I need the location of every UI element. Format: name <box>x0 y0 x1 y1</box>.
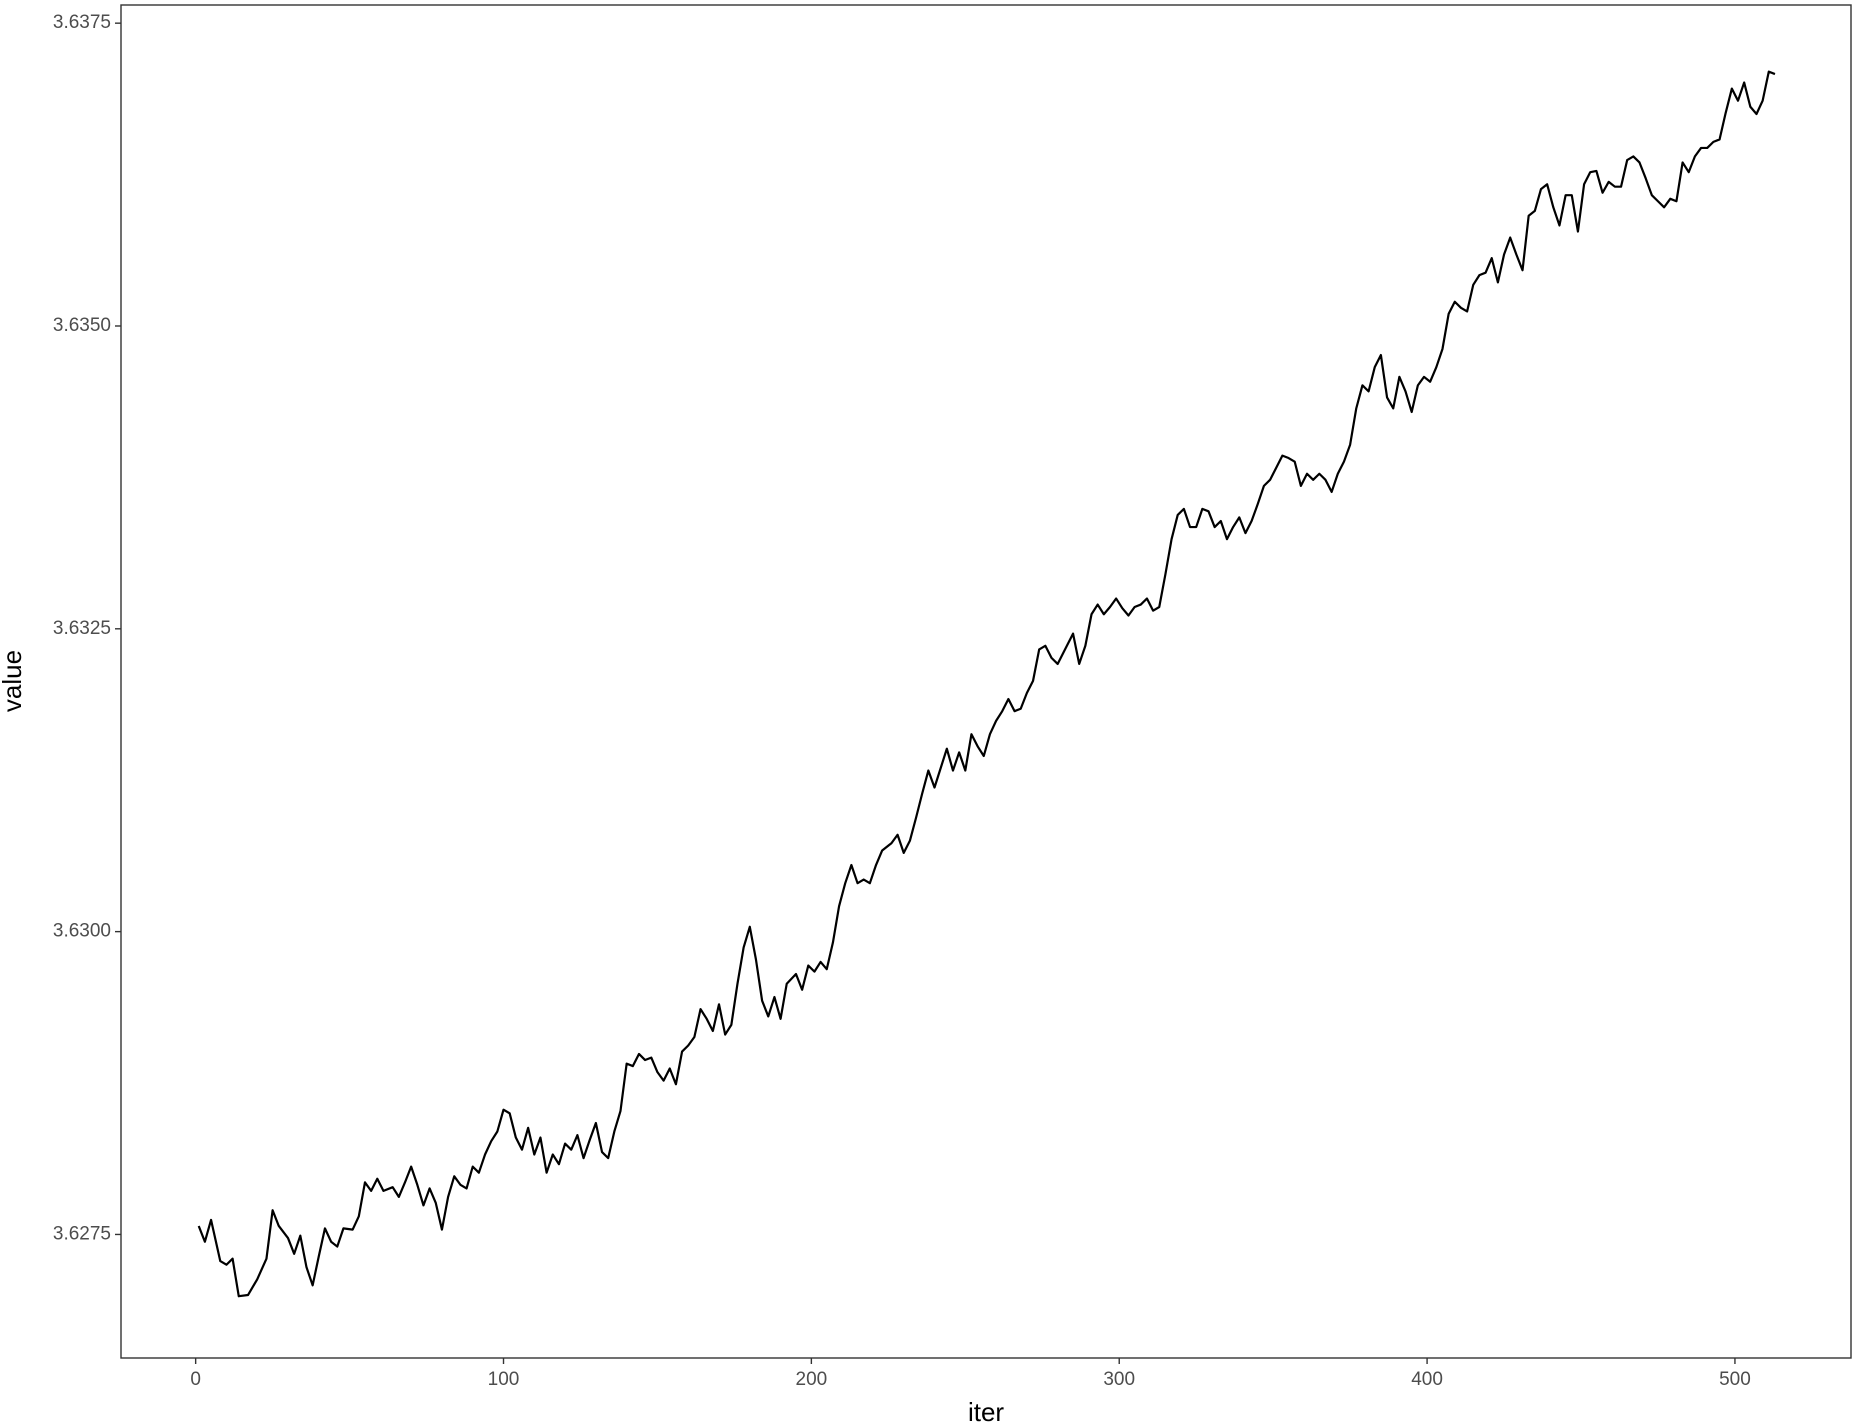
x-tick-label: 500 <box>1719 1369 1751 1390</box>
x-axis-title: iter <box>968 1397 1004 1427</box>
y-tick-label: 3.6325 <box>53 618 111 639</box>
x-tick-label: 100 <box>488 1369 520 1390</box>
y-axis-title: value <box>0 650 27 712</box>
x-tick-label: 0 <box>190 1369 201 1390</box>
panel-border <box>120 4 1852 1359</box>
series-line <box>197 70 1776 1298</box>
x-tick-label: 200 <box>796 1369 828 1390</box>
y-tick-label: 3.6275 <box>53 1223 111 1244</box>
x-tick-label: 300 <box>1103 1369 1135 1390</box>
y-tick-label: 3.6300 <box>53 921 111 942</box>
y-tick-label: 3.6375 <box>53 12 111 33</box>
y-tick-label: 3.6350 <box>53 315 111 336</box>
x-tick-label: 400 <box>1411 1369 1443 1390</box>
